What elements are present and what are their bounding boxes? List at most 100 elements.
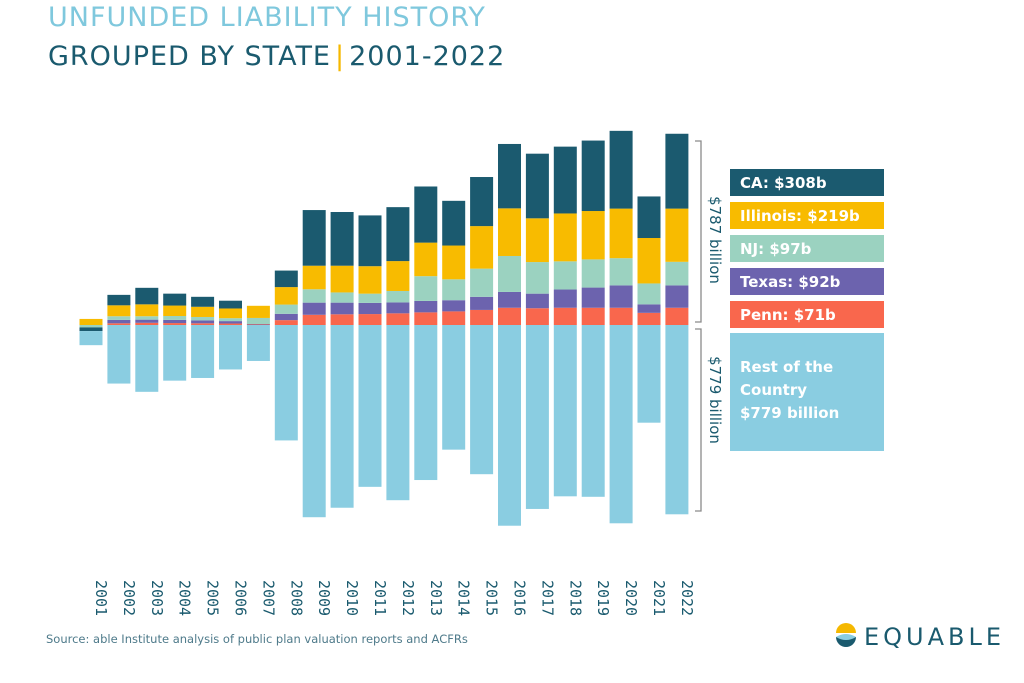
bar-rest-of-the-country-2016: [498, 325, 521, 526]
bar-nj-2019: [581, 259, 605, 288]
bar-ca-2013: [414, 186, 438, 243]
bar-rest-of-the-country-2013: [414, 325, 438, 481]
bar-illinois-2022: [665, 208, 689, 262]
bar-rest-of-the-country-2015: [470, 325, 494, 475]
bar-rest-of-the-country-2019: [581, 325, 605, 497]
bar-nj-2015: [470, 268, 494, 297]
bar-nj-2007: [246, 317, 270, 325]
bar-penn-2022: [665, 307, 689, 325]
bar-texas-2012: [386, 302, 410, 314]
bar-ca-2020: [609, 130, 633, 209]
bar-illinois-2007: [246, 305, 270, 318]
bar-texas-2008: [274, 313, 298, 321]
legend-box-penn: [730, 301, 884, 328]
chart-subtitle: GROUPED BY STATE | 2001-2022: [48, 41, 505, 72]
x-tick-label: 2022: [678, 580, 696, 616]
x-tick-label: 2004: [176, 580, 194, 616]
bar-rest-of-the-country-2020: [609, 325, 633, 524]
bar-nj-2008: [274, 304, 298, 314]
bar-ca-2010: [330, 212, 354, 266]
bar-illinois-2013: [414, 242, 438, 277]
bar-ca-2006: [219, 300, 242, 309]
bar-nj-2014: [442, 279, 466, 301]
bar-ca-2018: [553, 146, 577, 214]
bar-ca-2022: [665, 133, 689, 209]
bar-illinois-2021: [637, 238, 661, 284]
bar-penn-2013: [414, 312, 438, 325]
bar-ca-2017: [525, 153, 549, 219]
bar-ca-2004: [163, 293, 187, 306]
bar-ca-2003: [135, 287, 159, 305]
bar-nj-2010: [330, 292, 354, 303]
bottom-bracket: [695, 328, 702, 512]
legend-box-nj: [730, 235, 884, 262]
bar-illinois-2018: [553, 213, 577, 262]
x-tick-label: 2017: [538, 580, 556, 616]
bar-penn-2010: [330, 314, 354, 325]
x-tick-label: 2001: [92, 580, 110, 616]
bar-penn-2012: [386, 313, 410, 325]
bar-nj-2005: [191, 316, 215, 321]
bar-illinois-2003: [135, 304, 159, 317]
bar-rest-of-the-country-2010: [330, 325, 354, 508]
bar-ca-2019: [581, 140, 605, 212]
bar-penn-2008: [274, 320, 298, 325]
x-tick-label: 2019: [594, 580, 612, 616]
bar-ca-2014: [442, 200, 466, 246]
legend-label-nj: NJ: $97b: [740, 240, 812, 258]
bar-rest-of-the-country-2017: [525, 325, 549, 509]
subtitle-right: 2001-2022: [349, 41, 506, 72]
x-tick-label: 2018: [566, 580, 584, 616]
x-tick-label: 2007: [259, 580, 277, 616]
bar-rest-of-the-country-2005: [191, 325, 215, 378]
x-tick-label: 2006: [232, 580, 250, 616]
legend-label-rest: Rest of the: [740, 358, 833, 376]
bar-rest-of-the-country-2021: [637, 325, 661, 423]
bar-penn-2006: [219, 323, 242, 325]
bar-illinois-2001: [79, 318, 103, 325]
bar-ca-2001: [79, 327, 103, 332]
subtitle-separator: |: [335, 41, 346, 72]
bar-ca-2011: [358, 215, 382, 267]
bar-illinois-2008: [274, 287, 298, 305]
bar-illinois-2016: [498, 208, 521, 256]
legend-box-rest: [730, 333, 884, 451]
bar-penn-2005: [191, 323, 215, 325]
bar-penn-2021: [637, 312, 661, 325]
legend-box-ca: [730, 169, 884, 196]
bar-illinois-2017: [525, 218, 549, 263]
bar-illinois-2019: [581, 211, 605, 260]
x-tick-label: 2013: [427, 580, 445, 616]
x-tick-label: 2020: [622, 580, 640, 616]
bar-rest-of-the-country-2007: [246, 325, 270, 361]
bar-rest-of-the-country-2004: [163, 325, 187, 381]
bar-texas-2013: [414, 300, 438, 313]
bar-nj-2002: [107, 316, 131, 320]
bar-texas-2005: [191, 320, 215, 324]
bar-illinois-2006: [219, 308, 242, 319]
bar-illinois-2015: [470, 226, 494, 269]
legend-label-texas: Texas: $92b: [740, 273, 841, 291]
bar-penn-2011: [358, 314, 382, 325]
legend-label-rest: $779 billion: [740, 404, 839, 422]
bar-penn-2009: [302, 314, 326, 325]
bar-texas-2006: [219, 321, 242, 324]
bar-texas-2004: [163, 319, 187, 324]
legend-box-illinois: [730, 202, 884, 229]
x-tick-label: 2005: [204, 580, 222, 616]
bar-texas-2015: [470, 296, 494, 310]
x-tick-label: 2021: [650, 580, 668, 616]
top-bracket-label: $787 billion: [706, 196, 724, 284]
chart-title: UNFUNDED LIABILITY HISTORY: [48, 2, 486, 33]
bar-ca-2002: [107, 294, 131, 306]
bar-rest-of-the-country-2011: [358, 325, 382, 487]
bar-penn-2016: [498, 307, 521, 325]
bar-penn-2015: [470, 309, 494, 325]
bar-texas-2017: [525, 293, 549, 309]
bar-illinois-2011: [358, 266, 382, 294]
bar-nj-2011: [358, 293, 382, 303]
subtitle-left: GROUPED BY STATE: [48, 41, 331, 72]
bottom-bracket-label: $779 billion: [706, 356, 724, 444]
source-note: Source: able Institute analysis of publi…: [46, 632, 468, 646]
